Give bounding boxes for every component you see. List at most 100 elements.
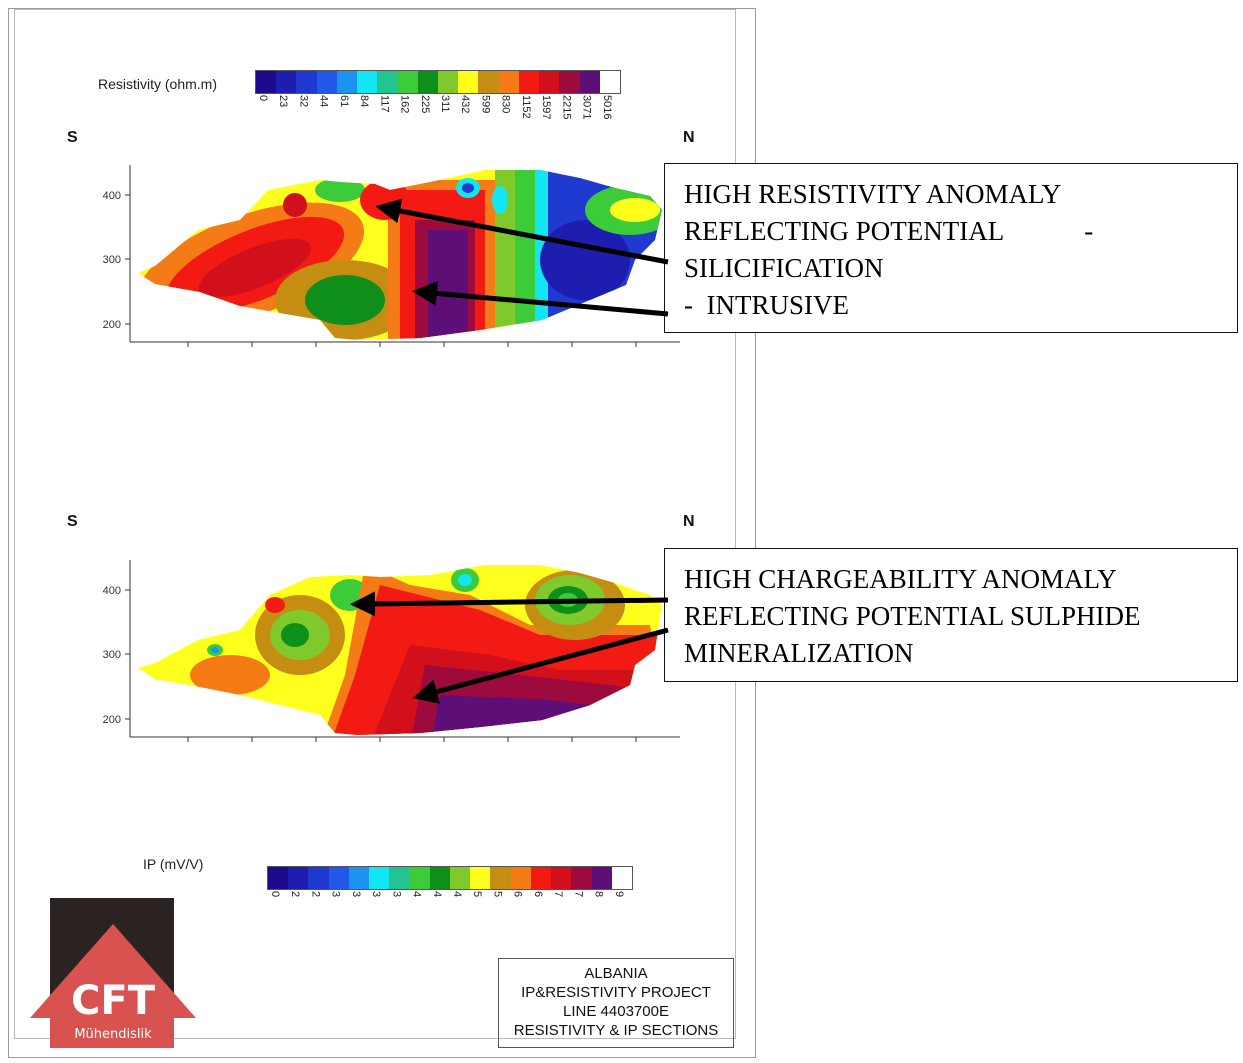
logo-triangle bbox=[30, 924, 196, 1018]
ip-colorbar-tick-label: 9 bbox=[612, 891, 625, 898]
ip-colorbar-swatch bbox=[591, 867, 612, 889]
ip-colorbar-swatch bbox=[510, 867, 531, 889]
ip-colorbar-swatch bbox=[530, 867, 552, 889]
section2-tick-400: 400 bbox=[103, 585, 121, 597]
resistivity-colorbar-tick-label: 117 bbox=[378, 95, 391, 113]
resistivity-colorbar-tick-label: 311 bbox=[439, 95, 451, 113]
arrow-to-intrusive bbox=[412, 280, 669, 317]
resistivity-colorbar-tick-label: 32 bbox=[297, 95, 310, 108]
resistivity-colorbar-swatch bbox=[518, 71, 540, 93]
resistivity-colorbar-swatch bbox=[276, 71, 297, 93]
ip-colorbar-tick-label: 2 bbox=[309, 891, 322, 898]
chargeability-anomaly-callout: HIGH CHARGEABILITY ANOMALY REFLECTING PO… bbox=[664, 548, 1238, 682]
logo-subtext: Mühendislik bbox=[74, 1027, 152, 1042]
resistivity-colorbar-tick-label: 432 bbox=[459, 95, 472, 114]
ip-colorbar-tick-label: 7 bbox=[552, 891, 565, 898]
title-description: RESISTIVITY & IP SECTIONS bbox=[513, 1022, 719, 1039]
resistivity-section: 400 300 200 bbox=[103, 165, 680, 347]
ip-colorbar-tick-label: 2 bbox=[289, 891, 302, 898]
section1-south-label: S bbox=[67, 129, 78, 146]
resistivity-colorbar-tick-label: 61 bbox=[337, 95, 350, 108]
arrow-to-chargeability-upper bbox=[350, 591, 669, 617]
ip-colorbar-swatch bbox=[611, 867, 632, 889]
ip-colorbar-swatch bbox=[571, 867, 592, 889]
resistivity-colorbar-swatch bbox=[397, 71, 418, 93]
section1-tick-200: 200 bbox=[103, 319, 121, 331]
resistivity-colorbar-swatch bbox=[377, 71, 398, 93]
resistivity-colorbar-tick-label: 1152 bbox=[519, 95, 532, 119]
ip-colorbar-tick-label: 4 bbox=[430, 891, 443, 898]
callout1-line: - INTRUSIVE bbox=[684, 290, 849, 320]
ip-colorbar-swatch bbox=[429, 867, 450, 889]
section1-north-label: N bbox=[683, 129, 695, 146]
resistivity-colorbar-ticks: 0 23 32 44 61 84 117 162 225 311 432 599 830 1152 1597… bbox=[255, 95, 619, 125]
resistivity-colorbar-swatch bbox=[336, 71, 358, 93]
ip-colorbar-tick-label: 5 bbox=[491, 891, 504, 898]
resistivity-anomaly-callout: HIGH RESISTIVITY ANOMALY REFLECTING POTE… bbox=[664, 163, 1238, 333]
ip-colorbar-tick-label: 3 bbox=[329, 891, 342, 898]
resistivity-colorbar-tick-label: 599 bbox=[479, 95, 492, 114]
resistivity-legend-label: Resistivity (ohm.m) bbox=[98, 76, 218, 92]
arrow-to-chargeability-lower bbox=[412, 627, 669, 704]
ip-colorbar-tick-label: 3 bbox=[390, 891, 403, 898]
title-block: ALBANIA IP&RESISTIVITY PROJECT LINE 4403… bbox=[498, 958, 734, 1048]
callout2-line: REFLECTING POTENTIAL SULPHIDE bbox=[684, 601, 1141, 631]
callout2-line: HIGH CHARGEABILITY ANOMALY bbox=[684, 564, 1117, 594]
ip-colorbar-tick-label: 7 bbox=[572, 891, 585, 898]
ip-colorbar bbox=[267, 866, 633, 890]
resistivity-colorbar-swatch bbox=[559, 71, 580, 93]
resistivity-colorbar-swatch bbox=[316, 71, 337, 93]
resistivity-colorbar-swatch bbox=[478, 71, 499, 93]
ip-colorbar-tick-label: 3 bbox=[370, 891, 383, 898]
ip-colorbar-swatch bbox=[409, 867, 430, 889]
section2-south-label: S bbox=[67, 513, 78, 530]
resistivity-colorbar-tick-label: 23 bbox=[277, 95, 290, 108]
section2-tick-200: 200 bbox=[103, 714, 121, 726]
ip-colorbar-swatch bbox=[490, 867, 511, 889]
resistivity-colorbar-tick-label: 0 bbox=[257, 95, 269, 102]
arrow-to-silicification bbox=[375, 198, 669, 265]
callout1-line: REFLECTING POTENTIAL - bbox=[684, 216, 1094, 246]
ip-colorbar-swatch bbox=[288, 867, 309, 889]
resistivity-colorbar-tick-label: 830 bbox=[499, 95, 512, 114]
callout2-line: MINERALIZATION bbox=[684, 638, 914, 668]
ip-colorbar-swatch bbox=[551, 867, 572, 889]
ip-colorbar-swatch bbox=[470, 867, 491, 889]
ip-colorbar-swatch bbox=[348, 867, 370, 889]
resistivity-colorbar-tick-label: 162 bbox=[398, 95, 411, 114]
resistivity-colorbar-swatch bbox=[256, 71, 277, 93]
ip-colorbar-tick-label: 0 bbox=[269, 891, 281, 898]
ip-colorbar-tick-label: 6 bbox=[511, 891, 524, 898]
ip-colorbar-tick-label: 5 bbox=[471, 891, 484, 898]
ip-colorbar-tick-label: 6 bbox=[531, 891, 544, 898]
map-sheet-border bbox=[14, 9, 736, 1039]
resistivity-colorbar-tick-label: 2215 bbox=[560, 95, 573, 120]
company-logo: CFT Mühendislik bbox=[30, 898, 196, 1048]
resistivity-colorbar-swatch bbox=[498, 71, 519, 93]
section1-tick-400: 400 bbox=[103, 190, 121, 202]
callout1-line: SILICIFICATION bbox=[684, 253, 884, 283]
ip-colorbar-swatch bbox=[268, 867, 289, 889]
resistivity-colorbar-swatch bbox=[579, 71, 600, 93]
title-country: ALBANIA bbox=[584, 965, 648, 982]
ip-colorbar-tick-label: 4 bbox=[410, 891, 423, 898]
resistivity-colorbar-tick-label: 44 bbox=[317, 95, 330, 108]
ip-colorbar-swatch bbox=[449, 867, 471, 889]
ip-colorbar-tick-label: 4 bbox=[451, 891, 463, 898]
section2-tick-300: 300 bbox=[103, 649, 121, 661]
title-project: IP&RESISTIVITY PROJECT bbox=[521, 984, 711, 1001]
ip-colorbar-swatch bbox=[308, 867, 329, 889]
section1-tick-300: 300 bbox=[103, 254, 121, 266]
ip-legend-label: IP (mV/V) bbox=[143, 856, 204, 872]
ip-colorbar-tick-label: 8 bbox=[592, 891, 605, 898]
resistivity-colorbar-swatch bbox=[458, 71, 479, 93]
resistivity-colorbar-swatch bbox=[417, 71, 438, 93]
logo-text: CFT bbox=[71, 978, 156, 1024]
resistivity-colorbar-tick-label: 1597 bbox=[540, 95, 553, 120]
resistivity-colorbar-swatch bbox=[599, 71, 620, 93]
ip-colorbar-swatch bbox=[369, 867, 390, 889]
ip-colorbar-tick-label: 3 bbox=[349, 891, 362, 898]
resistivity-colorbar-tick-label: 3071 bbox=[580, 95, 593, 120]
